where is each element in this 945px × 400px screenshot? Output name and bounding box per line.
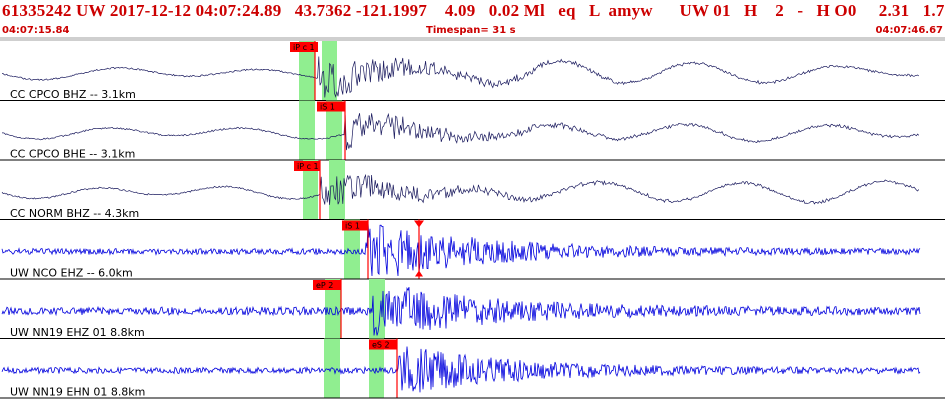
pick-label: eS 2 [372,341,390,350]
channel-label: CC CPCO BHZ -- 3.1km [10,88,136,101]
trace-panel[interactable]: eS 2 UW NN19 EHN 01 8.8km [0,338,945,399]
pick-window-band [344,219,360,279]
end-time: 04:07:46.67 [875,25,943,36]
pick-label: iP c 1 [293,43,315,52]
channel-label: UW NCO EHZ -- 6.0km [10,267,133,280]
event-header: 61335242 UW 2017-12-12 04:07:24.89 43.73… [0,0,945,40]
timespan-label: Timespan= 31 s [426,25,516,36]
waveform-trace [1,173,920,205]
waveform-trace [1,286,921,336]
pick-label: iS 1 [345,222,360,231]
pick-window-band [299,41,315,101]
trace-panel[interactable]: iP c 1 CC NORM BHZ -- 4.3km [0,160,945,220]
header-divider [0,37,945,41]
pick-label: iS 1 [320,103,335,112]
pick-window-band [303,160,318,220]
waveform-trace [1,346,921,393]
waveform-trace [2,56,920,98]
seismogram-panel[interactable]: iP c 1 CC CPCO BHZ -- 3.1km iS 1 CC CPCO BH… [0,41,945,400]
event-summary-title: 61335242 UW 2017-12-12 04:07:24.89 43.73… [2,1,945,20]
trace-panel[interactable]: eP 2 UW NN19 EHZ 01 8.8km [0,279,945,339]
pick-flag[interactable] [317,101,345,112]
trace-panel[interactable]: iP c 1 CC CPCO BHZ -- 3.1km [0,41,945,101]
pick-window-band [299,100,315,160]
start-time: 04:07:15.84 [2,25,70,36]
pick-window-band [325,279,341,339]
pick-flag[interactable] [342,220,368,231]
pick-flag[interactable] [294,161,320,171]
pick-label: eP 2 [316,281,333,290]
pick-window-band [369,338,384,398]
trace-panel[interactable]: iS 1 CC CPCO BHE -- 3.1km [0,100,945,161]
pick-window-band [329,160,345,220]
amplitude-marker-icon[interactable] [415,270,423,277]
pick-window-band [326,100,342,160]
channel-label: UW NN19 EHN 01 8.8km [10,386,145,399]
pick-flag[interactable] [290,42,318,52]
waveform-trace [1,222,921,277]
pick-flag[interactable] [369,339,397,350]
channel-label: UW NN19 EHZ 01 8.8km [10,326,145,339]
trace-panel[interactable]: iS 1 UW NCO EHZ -- 6.0km [0,219,945,280]
channel-label: CC NORM BHZ -- 4.3km [10,207,139,220]
channel-label: CC CPCO BHE -- 3.1km [10,148,135,161]
pick-flag[interactable] [313,280,341,290]
amplitude-marker-icon[interactable] [414,220,424,228]
waveform-trace [1,112,920,151]
pick-label: iP c 1 [297,162,319,171]
pick-window-band [369,279,385,339]
